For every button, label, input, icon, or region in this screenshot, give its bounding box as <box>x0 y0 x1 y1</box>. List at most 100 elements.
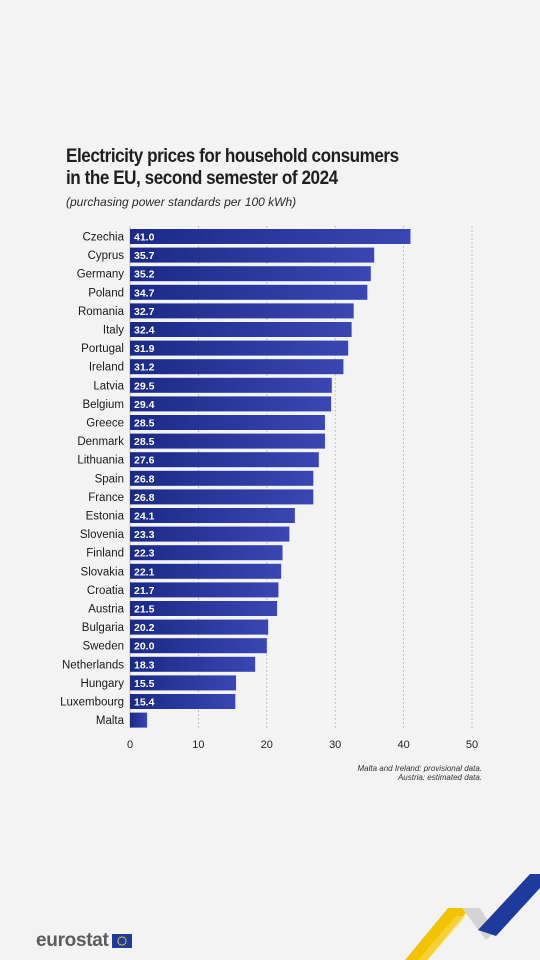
x-tick-label: 0 <box>127 739 133 751</box>
bar <box>130 396 332 412</box>
bar-value-label: 32.4 <box>134 325 155 337</box>
bar <box>130 712 148 728</box>
bar <box>130 638 267 654</box>
footnote-estimated: Austria: estimated data. <box>397 773 482 782</box>
bar <box>130 266 371 282</box>
category-label: Croatia <box>87 585 125 597</box>
bar-value-label: 24.1 <box>134 511 155 523</box>
category-label: Slovakia <box>81 566 125 578</box>
bar <box>130 694 236 709</box>
bar-value-label: 15.5 <box>134 678 155 690</box>
bar-value-label: 20.0 <box>134 641 155 653</box>
category-label: Spain <box>95 473 124 485</box>
bar-value-label: 21.5 <box>134 604 155 616</box>
bar <box>130 489 314 505</box>
bar-value-label: 22.1 <box>134 566 155 578</box>
bar <box>130 247 375 263</box>
bar-chart: 41.0 35.7 35.2 34.7 32.7 32.4 31.9 31.2 29.5 29.4… <box>60 226 478 751</box>
bar <box>130 229 411 244</box>
bar <box>130 582 279 598</box>
bar-value-label: 15.4 <box>134 697 155 709</box>
bar-value-label: 31.2 <box>134 362 155 374</box>
bar-value-label: 32.7 <box>134 306 155 318</box>
eurostat-wordmark: eurostat <box>36 930 109 951</box>
eu-flag-icon <box>111 934 132 948</box>
bar-value-label: 29.5 <box>134 380 155 392</box>
bar <box>130 303 354 319</box>
bar <box>130 675 237 691</box>
bar <box>130 284 368 300</box>
bar <box>130 601 278 616</box>
bar <box>130 656 256 672</box>
bar-value-label: 23.3 <box>134 529 155 541</box>
bar-value-label: 28.5 <box>134 418 155 430</box>
category-label: Romania <box>78 306 125 318</box>
bar-value-label: 29.4 <box>134 399 155 411</box>
bar-value-label: 21.7 <box>134 585 155 597</box>
category-label: Ireland <box>89 362 124 374</box>
category-label: Germany <box>77 269 125 281</box>
x-axis-ticks: 0 10 20 30 40 50 <box>127 739 478 751</box>
chart-title-line-2: in the EU, second semester of 2024 <box>66 168 338 189</box>
category-label: Malta <box>96 715 125 727</box>
bar <box>130 359 344 375</box>
bar <box>130 415 325 430</box>
category-label: Latvia <box>93 380 124 392</box>
category-label: Slovenia <box>80 529 125 541</box>
bar-value-label: 34.7 <box>134 287 155 299</box>
bar-value-label: 41.0 <box>134 232 155 244</box>
category-label: Sweden <box>82 641 124 653</box>
category-label: France <box>88 492 124 504</box>
category-label: Luxembourg <box>60 697 124 709</box>
category-label: Finland <box>86 548 124 560</box>
chart-subtitle: (purchasing power standards per 100 kWh) <box>66 195 297 209</box>
bar <box>130 619 269 635</box>
category-label: Cyprus <box>88 250 125 262</box>
x-tick-label: 50 <box>466 739 478 751</box>
bar <box>130 545 283 561</box>
bar-value-label: 20.2 <box>134 622 155 634</box>
category-label: Austria <box>88 604 124 616</box>
yellow-stripe-light <box>418 916 466 960</box>
bar-value-label: 26.8 <box>134 492 155 504</box>
x-tick-label: 10 <box>192 739 204 751</box>
bar-value-label: 28.5 <box>134 436 155 448</box>
category-label: Czechia <box>82 232 124 244</box>
category-label: Greece <box>86 418 124 430</box>
x-tick-label: 30 <box>329 739 341 751</box>
bar-value-label: 18.3 <box>134 659 155 671</box>
category-label: Estonia <box>86 511 125 523</box>
bar <box>130 340 349 356</box>
category-label: Hungary <box>81 678 125 690</box>
category-label: Denmark <box>77 436 124 448</box>
bar-value-label: 31.9 <box>134 343 155 355</box>
bar <box>130 526 290 542</box>
yellow-stripe <box>405 908 470 960</box>
x-tick-label: 40 <box>397 739 409 751</box>
eurostat-logo: eurostat <box>36 930 132 952</box>
blue-stripe <box>478 874 540 936</box>
bar-value-label: 22.3 <box>134 548 155 560</box>
chart-title: Electricity prices for household consume… <box>66 146 444 190</box>
category-label: Poland <box>88 287 124 299</box>
footnotes: Malta and Ireland: provisional data. Aus… <box>357 764 482 782</box>
bar-value-label: 35.7 <box>134 250 155 262</box>
category-label: Belgium <box>82 399 124 411</box>
bar <box>130 470 314 486</box>
category-label: Bulgaria <box>82 622 125 634</box>
chart-title-line-1: Electricity prices for household consume… <box>66 146 399 167</box>
category-labels: Czechia Cyprus Germany Poland Romania Italy Po… <box>60 232 125 728</box>
bars: 41.0 35.7 35.2 34.7 32.7 32.4 31.9 31.2 29.5 29.4… <box>130 229 411 728</box>
bar <box>130 322 352 337</box>
category-label: Netherlands <box>62 659 124 671</box>
category-label: Italy <box>103 325 124 337</box>
bar <box>130 377 332 393</box>
category-label: Portugal <box>81 343 124 355</box>
bar-value-label: 27.6 <box>134 455 155 467</box>
bar <box>130 433 325 449</box>
category-label: Lithuania <box>77 455 124 467</box>
x-tick-label: 20 <box>261 739 273 751</box>
bar <box>130 452 319 468</box>
bar-value-label: 26.8 <box>134 473 155 485</box>
bar-value-label: 35.2 <box>134 269 155 281</box>
